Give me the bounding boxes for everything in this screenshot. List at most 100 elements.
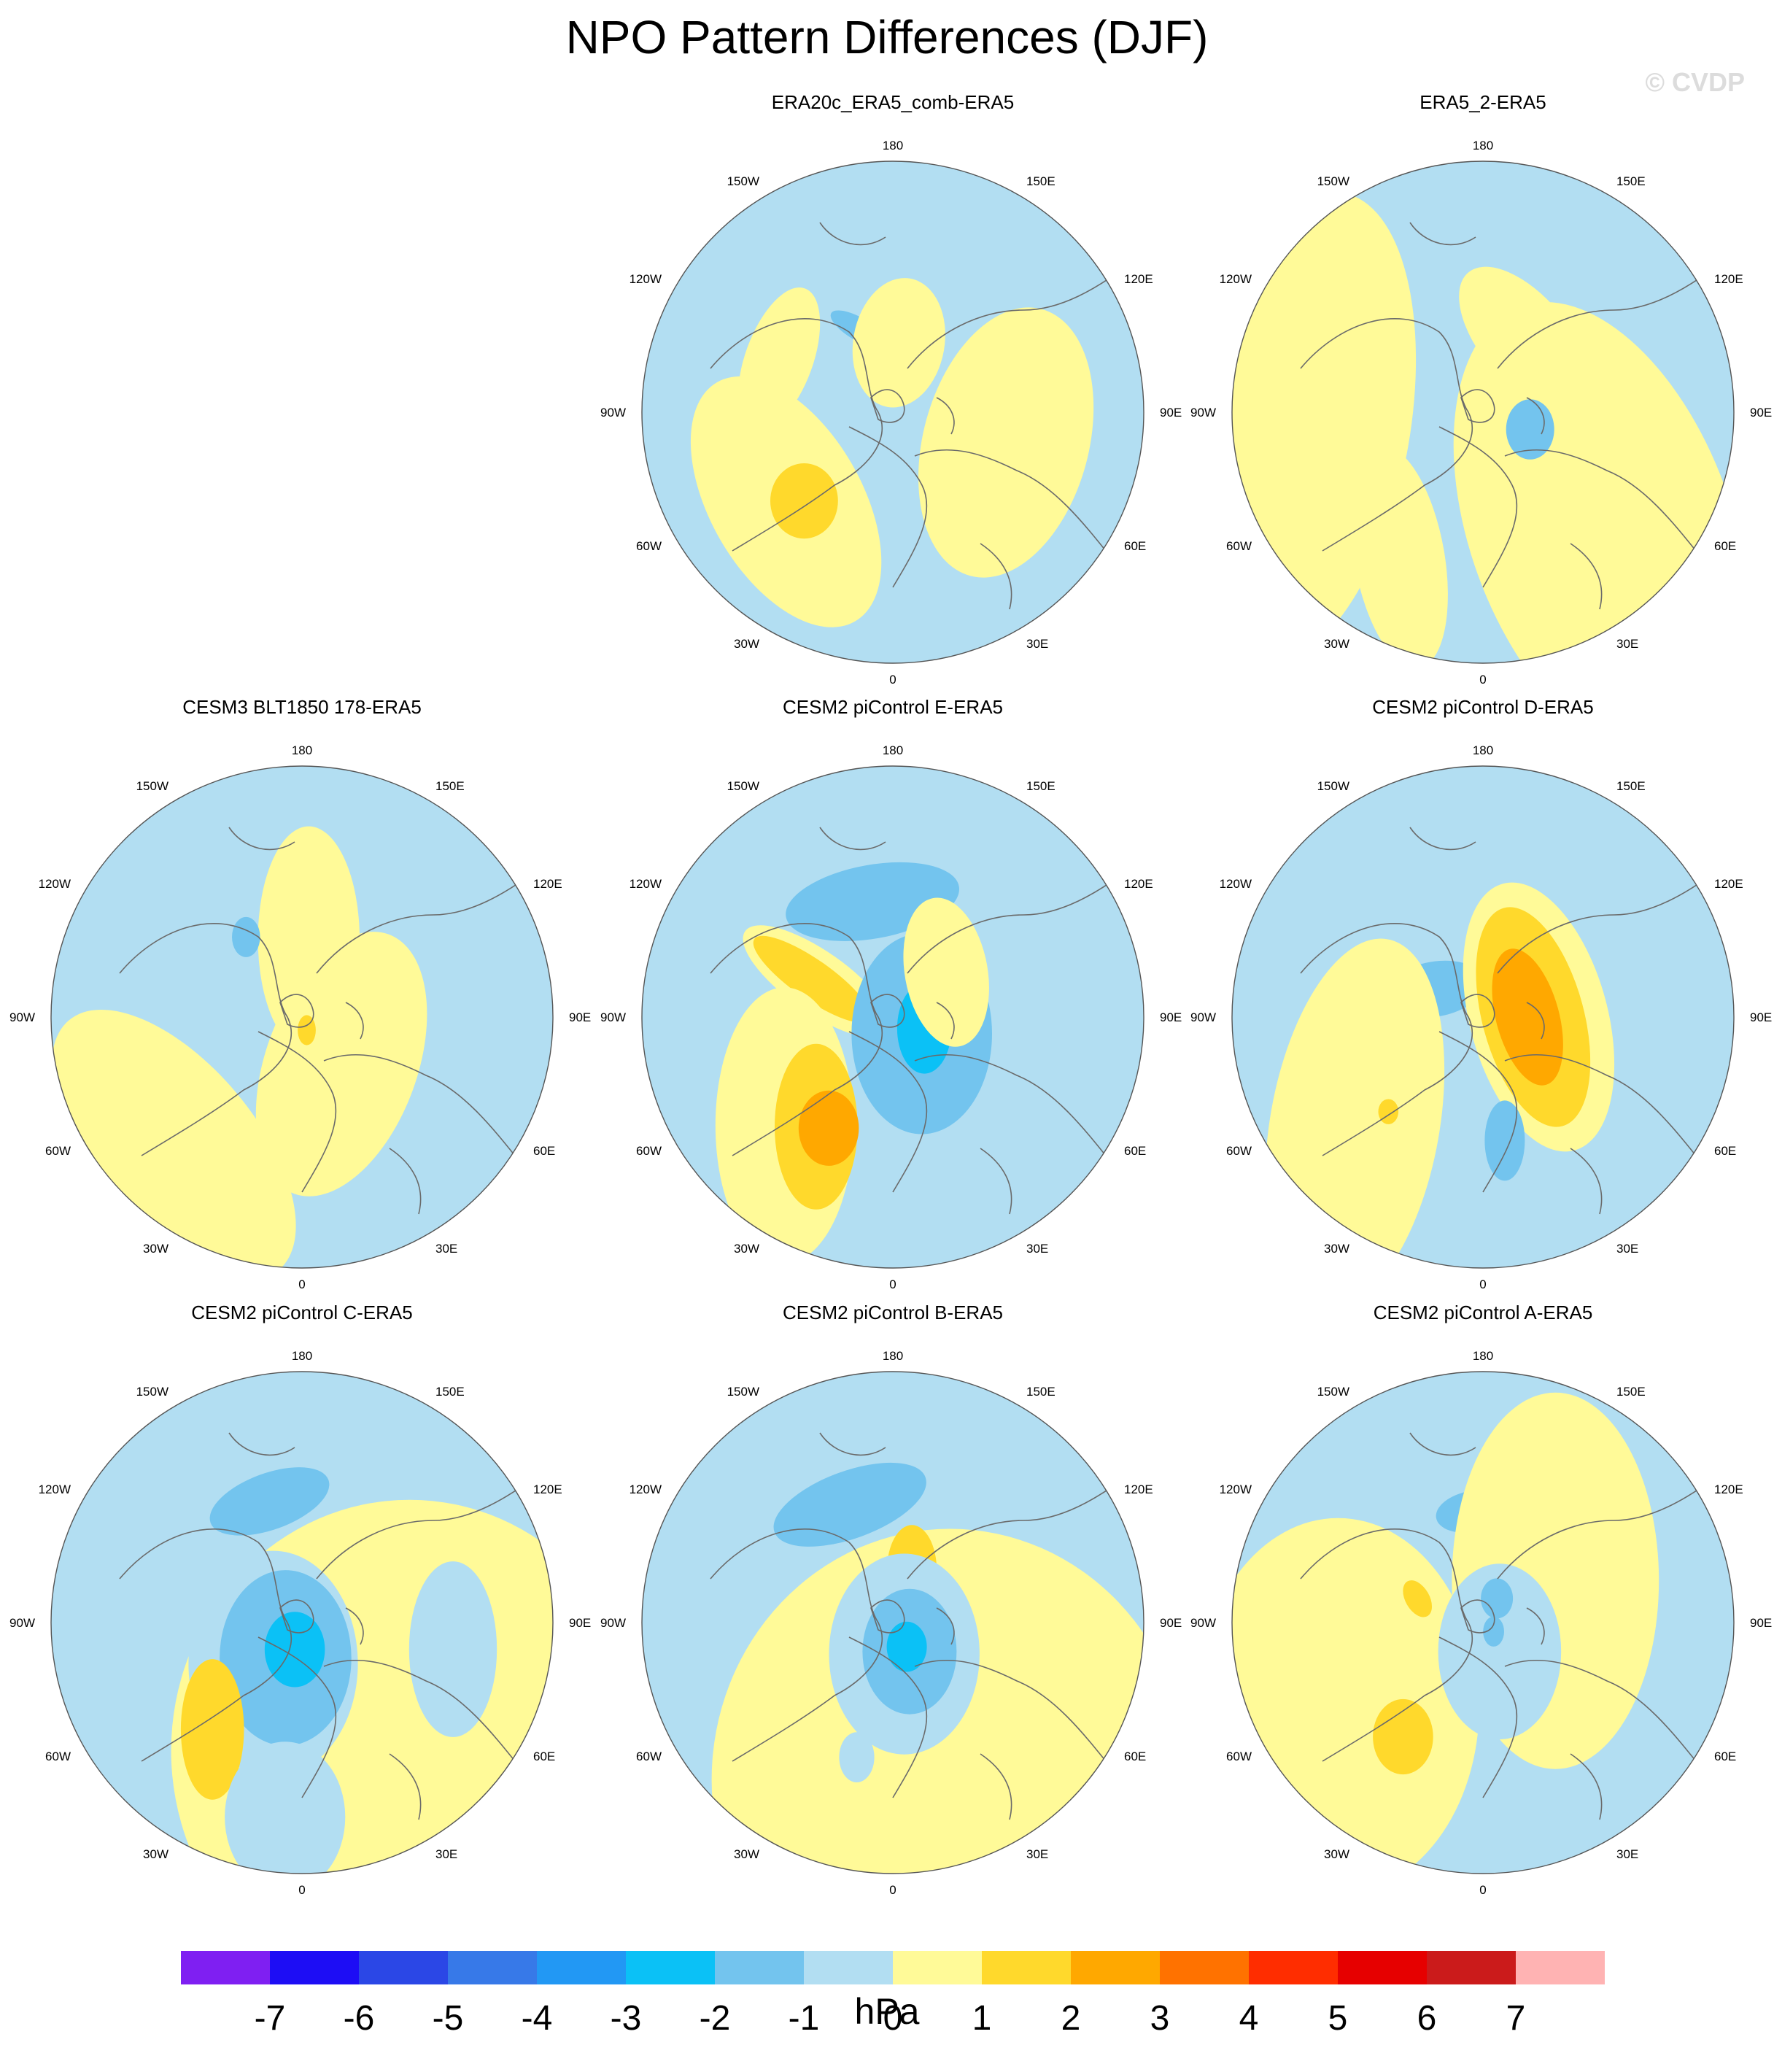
coastlines <box>1300 1432 1717 1820</box>
longitude-label: 0 <box>298 1883 305 1897</box>
panel-title: CESM2 piControl B-ERA5 <box>783 1302 1003 1323</box>
panel-title: ERA20c_ERA5_comb-ERA5 <box>771 91 1015 113</box>
anomaly-contour <box>408 1561 497 1737</box>
coastline <box>228 827 295 851</box>
coastline <box>914 1054 1112 1164</box>
longitude-label: 120E <box>1714 1483 1743 1496</box>
coastline <box>389 1753 422 1820</box>
longitude-label: 150E <box>1616 779 1646 793</box>
longitude-label: 60W <box>636 539 662 553</box>
longitude-label: 150E <box>1026 174 1056 188</box>
coastline <box>1438 1031 1518 1193</box>
map-border <box>641 161 1144 664</box>
colorbar-tick: 7 <box>1506 1999 1526 2038</box>
anomaly-contour <box>773 1462 926 1547</box>
longitude-label: 120W <box>630 877 662 891</box>
colorbar-swatch <box>448 1951 537 1984</box>
longitude-label: 60E <box>533 1750 555 1763</box>
longitude-label: 120W <box>1220 272 1252 286</box>
longitude-label: 150W <box>1317 1385 1349 1399</box>
longitude-label: 180 <box>1473 743 1493 757</box>
colorbar-swatch <box>715 1951 804 1984</box>
anomaly-contour <box>1484 1100 1525 1181</box>
anomaly-contour <box>1373 1698 1433 1775</box>
map-border <box>50 1371 554 1874</box>
longitude-label: 120E <box>1124 1483 1153 1496</box>
longitude-label: 30E <box>435 1242 457 1256</box>
colorbar-tick: -6 <box>344 1999 375 2038</box>
colorbar-tick: 3 <box>1150 1999 1170 2038</box>
anomaly-contour <box>255 932 427 1197</box>
longitude-label: 60E <box>1124 1144 1146 1158</box>
longitude-label: 150E <box>1026 779 1056 793</box>
longitude-label: 150W <box>727 779 759 793</box>
coastline <box>1409 1432 1476 1456</box>
colorbar <box>181 1951 1605 1984</box>
longitude-label: 90W <box>1190 1010 1216 1024</box>
longitude-label: 30W <box>1324 1242 1349 1256</box>
colorbar-swatch <box>359 1951 448 1984</box>
longitude-label: 150E <box>1616 1385 1646 1399</box>
watermark: © CVDP <box>1645 67 1745 97</box>
longitude-label: 60W <box>45 1750 71 1763</box>
longitude-label: 0 <box>889 673 896 687</box>
longitude-label: 150W <box>1317 174 1349 188</box>
colorbar-tick: 1 <box>972 1999 992 2038</box>
coastline <box>1570 1753 1603 1820</box>
anomaly-contour <box>852 278 945 408</box>
map-panel <box>642 1372 1144 1874</box>
map-panel <box>1232 1372 1734 1874</box>
panel-title: CESM2 piControl C-ERA5 <box>191 1302 413 1323</box>
longitude-label: 30E <box>1616 1847 1638 1861</box>
anomaly-contour <box>798 1090 859 1166</box>
longitude-label: 60W <box>636 1144 662 1158</box>
anomaly-contour <box>264 1612 325 1688</box>
coastline <box>914 449 1112 559</box>
map-border <box>641 1371 1144 1874</box>
anomaly-contour <box>232 916 260 957</box>
colorbar-tick: -7 <box>255 1999 286 2038</box>
panel-title: ERA5_2-ERA5 <box>1419 91 1546 113</box>
longitude-label: 30W <box>143 1847 169 1861</box>
anomaly-contour <box>1350 445 1448 663</box>
longitude-label: 90W <box>9 1616 35 1630</box>
colorbar-tick: -5 <box>433 1999 464 2038</box>
map-panel <box>51 1372 553 1874</box>
anomaly-contour <box>298 1015 316 1045</box>
longitude-label: 120E <box>533 1483 562 1496</box>
longitude-label: 180 <box>292 1349 312 1363</box>
longitude-label: 90E <box>1750 1616 1772 1630</box>
longitude-label: 30W <box>734 1242 759 1256</box>
longitude-label: 30W <box>734 1847 759 1861</box>
anomaly-contour <box>1378 1099 1399 1124</box>
coastline <box>1300 317 1473 552</box>
coastline <box>1504 1659 1703 1769</box>
longitude-label: 30E <box>1026 637 1048 651</box>
coastline <box>936 397 955 435</box>
longitude-label: 30W <box>143 1242 169 1256</box>
anomaly-contour <box>1438 1563 1562 1740</box>
map-border <box>1231 765 1735 1269</box>
map-border <box>641 765 1144 1269</box>
map-panel <box>642 766 1144 1268</box>
coastlines <box>710 1432 1127 1820</box>
longitude-label: 90W <box>9 1010 35 1024</box>
colorbar-ticks: -7 -6 -5 -4 -3 -2 -1 0 1 2 3 4 5 6 7 <box>255 1999 1526 2038</box>
longitude-label: 0 <box>889 1277 896 1291</box>
anomaly-contour <box>180 1659 244 1800</box>
coastline <box>279 994 314 1028</box>
colorbar-swatch <box>982 1951 1071 1984</box>
coastline <box>710 317 883 552</box>
coastline <box>1460 1599 1495 1634</box>
longitude-label: 90E <box>1160 406 1182 420</box>
colorbar-swatch <box>1338 1951 1427 1984</box>
colorbar-swatch <box>1160 1951 1249 1984</box>
anomaly-contour <box>209 1467 330 1536</box>
map-panel <box>1232 766 1734 1268</box>
panel-title: CESM2 piControl E-ERA5 <box>783 696 1003 718</box>
coastline <box>257 1031 337 1193</box>
coastline <box>848 1031 928 1193</box>
coastline <box>819 827 886 851</box>
coastline <box>1526 397 1545 435</box>
coastline <box>345 1002 364 1040</box>
